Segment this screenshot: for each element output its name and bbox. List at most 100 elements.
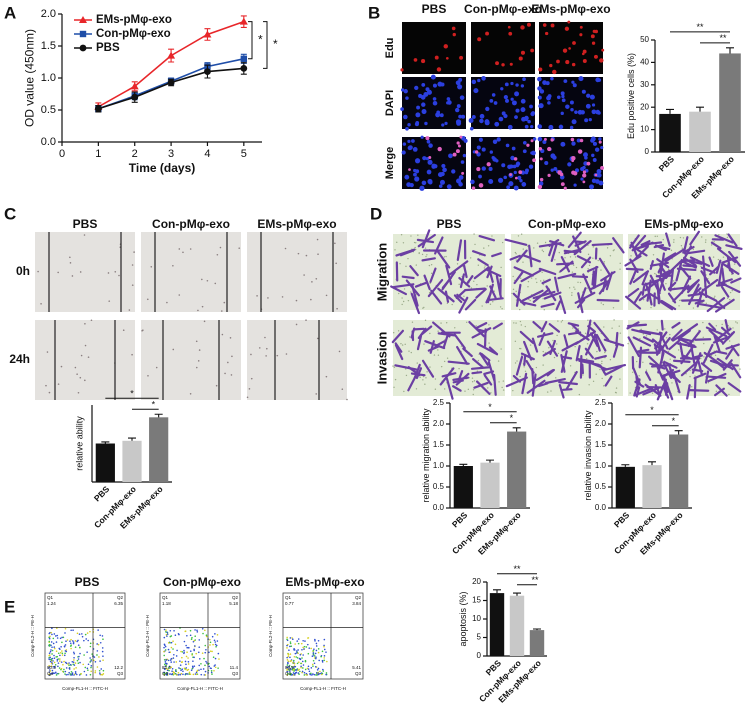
column-header: PBS [422, 2, 447, 16]
cell [592, 141, 598, 146]
event [204, 664, 206, 667]
bar [659, 113, 681, 152]
pore [574, 288, 576, 290]
image-edu [471, 22, 535, 74]
cell [538, 267, 557, 276]
cell [550, 168, 554, 172]
cell [650, 364, 672, 368]
pore [419, 376, 421, 379]
pore [721, 323, 723, 326]
cell [572, 41, 576, 45]
cell [715, 283, 727, 287]
cell [558, 124, 564, 130]
cell [479, 118, 484, 124]
pore [424, 319, 427, 322]
event [185, 655, 188, 658]
cell [475, 322, 488, 329]
pore [433, 354, 436, 356]
cell [524, 170, 529, 175]
cell [469, 126, 474, 131]
event [289, 641, 292, 643]
cell [114, 270, 117, 273]
cell [459, 135, 463, 139]
pore [578, 393, 581, 396]
event [181, 656, 183, 659]
pore [717, 258, 720, 261]
pore [573, 264, 575, 266]
pore [713, 241, 715, 243]
event [177, 632, 180, 635]
event [286, 656, 288, 659]
error-bar [674, 430, 683, 435]
cell [406, 182, 412, 188]
pore [700, 265, 702, 268]
pore [542, 364, 544, 366]
cell [569, 125, 574, 130]
cell [672, 372, 681, 394]
cell [565, 104, 570, 109]
significance-label: ** [531, 575, 539, 585]
cell [346, 398, 348, 401]
image-dapi [537, 76, 603, 130]
cell [518, 170, 523, 175]
cell [407, 123, 411, 127]
marker [130, 82, 139, 90]
y-axis-label: relative ability [74, 416, 84, 471]
event [67, 663, 69, 665]
event [75, 667, 77, 669]
pore [722, 256, 725, 258]
cell [593, 265, 598, 289]
event [187, 657, 189, 659]
bar [669, 434, 689, 508]
event [201, 652, 204, 654]
image-bg [402, 22, 466, 74]
cell [338, 350, 341, 353]
event [317, 639, 320, 642]
cell [166, 301, 168, 304]
pore [520, 324, 523, 326]
event [287, 655, 290, 658]
event [59, 648, 61, 650]
event [293, 673, 296, 675]
cell [510, 97, 514, 101]
pore [599, 393, 601, 396]
pore [592, 246, 594, 248]
cell [473, 88, 479, 94]
event [304, 659, 307, 662]
cell [441, 123, 445, 127]
cell [492, 139, 498, 144]
cell [131, 284, 134, 286]
pore [670, 249, 673, 252]
marker [79, 16, 87, 23]
cell [562, 48, 568, 53]
cell [635, 244, 649, 250]
event [64, 650, 67, 652]
pore [423, 343, 425, 345]
event [182, 670, 184, 673]
error-bar [459, 463, 468, 466]
cell [411, 139, 415, 143]
image-bg [35, 320, 135, 400]
y-tick-label: 0 [477, 651, 482, 660]
event [179, 673, 181, 676]
cell [528, 164, 534, 169]
event [323, 644, 325, 647]
error-bar [512, 427, 521, 432]
significance-bracket [263, 21, 268, 69]
event [291, 673, 294, 676]
column-header: EMs-pMφ-exo [644, 217, 723, 231]
event [60, 661, 63, 663]
event [304, 668, 307, 671]
cell [571, 275, 589, 279]
cell [584, 118, 589, 123]
row-label: Edu [384, 38, 396, 59]
cell [505, 98, 509, 103]
pore [630, 255, 632, 257]
y-tick-label: 0.0 [41, 136, 56, 148]
cell [594, 333, 601, 352]
quadrant-value: 89.9 [285, 665, 294, 670]
event [187, 668, 190, 671]
cell [570, 137, 575, 142]
pore [475, 325, 477, 327]
cell [458, 296, 469, 314]
